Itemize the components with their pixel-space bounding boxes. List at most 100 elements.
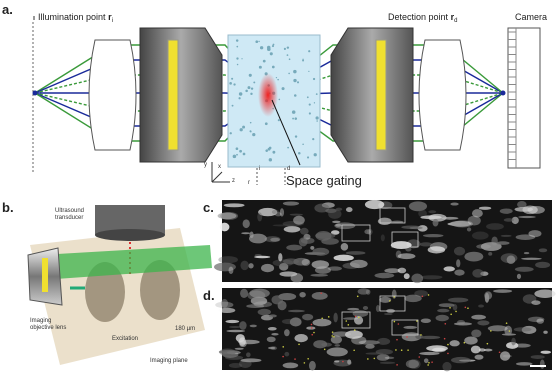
speckle — [249, 234, 267, 244]
speckle — [327, 347, 348, 356]
speckle — [239, 337, 246, 346]
particle — [314, 102, 315, 103]
speckle — [515, 207, 533, 212]
speckle — [268, 347, 275, 350]
speckle — [218, 256, 238, 263]
speckle — [472, 209, 483, 217]
speckle — [513, 343, 530, 347]
trace — [398, 323, 400, 325]
speckle — [433, 219, 439, 227]
marker: d — [287, 166, 290, 172]
excitation-label: Excitation — [112, 336, 138, 342]
trace — [354, 329, 356, 331]
speckle — [420, 215, 441, 219]
speckle — [333, 360, 351, 367]
speckle — [471, 315, 486, 320]
speckle — [284, 226, 301, 232]
particle — [316, 120, 318, 122]
particle — [236, 57, 238, 59]
speckle — [290, 214, 303, 216]
speckle — [284, 352, 289, 357]
speckle — [479, 207, 491, 210]
particle — [309, 112, 311, 114]
trace — [420, 334, 422, 336]
particle — [277, 79, 279, 81]
speckle — [335, 344, 340, 346]
lens — [89, 40, 136, 150]
speckle — [514, 327, 532, 331]
particle — [269, 158, 272, 161]
particle — [302, 59, 304, 61]
speckle — [521, 258, 542, 260]
particle — [287, 46, 289, 48]
subscript: i — [112, 18, 113, 24]
speckle — [384, 313, 393, 315]
particle — [249, 87, 250, 88]
particle — [252, 133, 255, 136]
speckle — [535, 262, 550, 268]
trace — [374, 358, 376, 360]
speckle — [248, 263, 253, 268]
speckle — [312, 292, 328, 300]
speckle — [312, 260, 330, 269]
particle — [314, 153, 317, 156]
trace — [455, 311, 457, 313]
speckle — [543, 331, 547, 334]
speckle — [331, 336, 342, 344]
particle — [278, 119, 280, 121]
speckle — [278, 253, 282, 261]
particle — [255, 40, 258, 43]
trace — [431, 361, 433, 363]
speckle — [282, 319, 297, 324]
panel-label: b. — [2, 200, 14, 215]
speckle — [286, 245, 302, 251]
trace — [406, 336, 408, 338]
speckle — [531, 355, 545, 359]
trace — [450, 313, 452, 315]
particle — [231, 78, 233, 80]
speckle — [464, 252, 483, 262]
speckle — [428, 210, 436, 213]
trace — [348, 324, 350, 326]
speckle — [398, 268, 406, 274]
detection-label: Detection point rd — [388, 12, 457, 24]
speckle — [272, 210, 279, 215]
speckle — [442, 362, 451, 372]
particle — [293, 70, 296, 73]
speckle — [484, 291, 492, 299]
particle — [316, 93, 318, 95]
speckle — [421, 275, 443, 279]
speckle — [315, 232, 335, 238]
speckle — [381, 234, 385, 241]
speckle — [472, 232, 489, 240]
particle — [297, 81, 299, 83]
trace — [395, 349, 397, 351]
particle — [232, 105, 234, 107]
particle — [240, 128, 243, 131]
speckle — [500, 351, 510, 361]
particle — [250, 93, 252, 95]
particle — [260, 46, 263, 49]
particle — [237, 64, 239, 66]
panel-label: a. — [2, 2, 13, 17]
particle — [233, 155, 237, 159]
speckle — [423, 234, 444, 237]
trace — [465, 307, 467, 309]
speckle — [283, 201, 299, 205]
speckle — [403, 326, 417, 329]
trace — [499, 351, 501, 353]
speckle — [299, 292, 305, 298]
speckle — [496, 241, 509, 245]
line: objective lens — [30, 325, 66, 331]
trace — [342, 361, 344, 363]
figure: a. Illumination point ri Detection point… — [0, 0, 556, 376]
speckle — [346, 251, 366, 255]
speckle — [250, 325, 257, 328]
space-gating-label: Space gating — [286, 173, 362, 188]
transducer-label: Ultrasoundtransducer — [55, 208, 84, 221]
speckle — [536, 318, 543, 323]
particle — [233, 83, 235, 85]
camera-label: Camera — [515, 12, 547, 22]
particle — [268, 148, 271, 151]
marker: r — [248, 180, 250, 186]
